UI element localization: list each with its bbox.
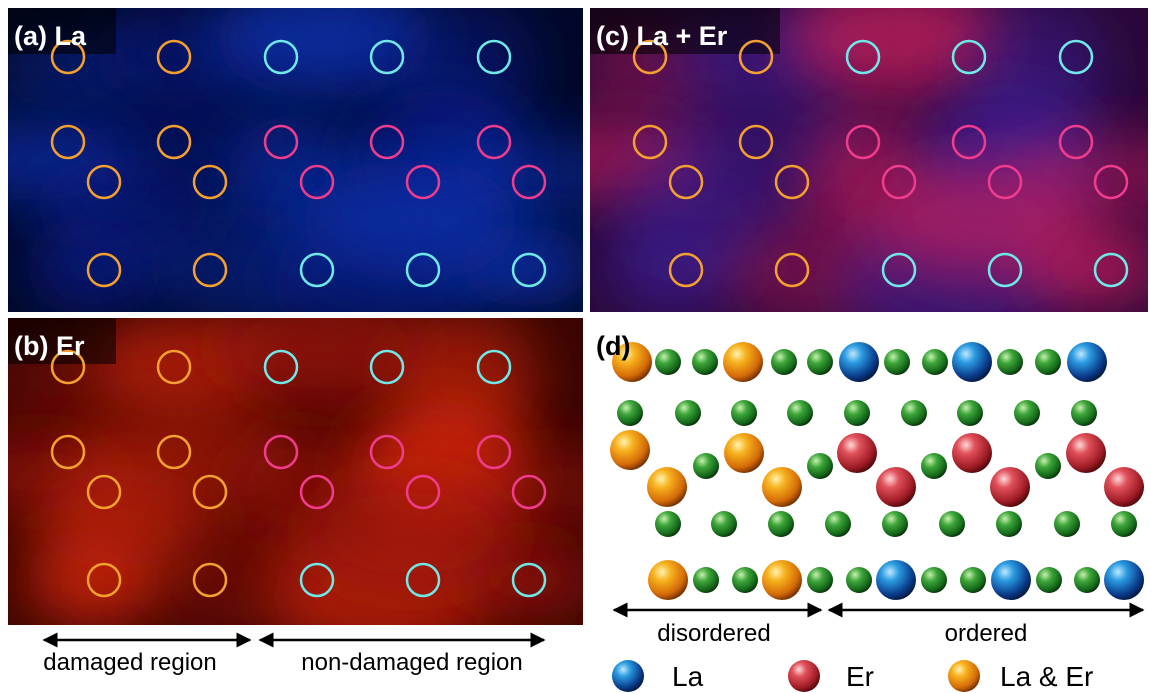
oxygen-sphere [787,400,813,426]
cation-sphere [839,342,879,382]
legend-label: Er [846,661,874,692]
legend-label: La & Er [1000,661,1093,692]
oxygen-sphere [882,511,908,537]
cation-sphere [762,560,802,600]
cation-sphere [990,467,1030,507]
panel-label: (b) Er [14,331,85,361]
oxygen-sphere [960,567,986,593]
oxygen-sphere [997,349,1023,375]
cation-sphere [876,467,916,507]
cation-sphere [724,433,764,473]
cation-sphere [1104,560,1144,600]
cation-sphere [1104,467,1144,507]
oxygen-sphere [957,400,983,426]
map [528,0,1151,352]
oxygen-sphere [825,511,851,537]
oxygen-sphere [655,511,681,537]
cation-sphere [762,467,802,507]
map-blob [33,468,213,568]
oxygen-sphere [693,453,719,479]
cation-sphere [1067,342,1107,382]
oxygen-sphere [921,453,947,479]
oxygen-sphere [807,349,833,375]
oxygen-sphere [901,400,927,426]
caption: non-damaged region [301,649,523,676]
oxygen-sphere [692,349,718,375]
oxygen-sphere [844,400,870,426]
oxygen-sphere [807,453,833,479]
oxygen-sphere [768,511,794,537]
oxygen-sphere [1054,511,1080,537]
oxygen-sphere [922,349,948,375]
panel-label: (c) La + Er [596,21,728,51]
cation-sphere [952,342,992,382]
oxygen-sphere [921,567,947,593]
cation-sphere [648,560,688,600]
maps [0,0,1151,664]
caption: disordered [657,620,770,647]
oxygen-sphere [655,349,681,375]
oxygen-sphere [1036,567,1062,593]
oxygen-sphere [1035,453,1061,479]
cation-sphere [723,342,763,382]
cation-sphere [952,433,992,473]
panel-label: (d) [596,331,630,361]
cation-sphere [610,430,650,470]
cation-sphere [647,467,687,507]
cation-sphere [1066,433,1106,473]
oxygen-sphere [731,400,757,426]
oxygen-sphere [884,349,910,375]
legend-sphere [612,660,644,692]
oxygen-sphere [1014,400,1040,426]
figure: (a) La (b) Er (c) La + Er (d) damaged re… [0,0,1151,693]
cation-sphere [876,560,916,600]
panel-label: (a) La [14,21,87,51]
legend-sphere [948,660,980,692]
map-blob [612,156,792,256]
oxygen-sphere [939,511,965,537]
oxygen-sphere [1074,567,1100,593]
oxygen-sphere [771,349,797,375]
caption: ordered [945,620,1028,647]
legend-label: La [672,661,704,692]
oxygen-sphere [1071,400,1097,426]
oxygen-sphere [693,567,719,593]
oxygen-sphere [675,400,701,426]
map-blob [871,161,1091,281]
oxygen-sphere [1111,511,1137,537]
oxygen-sphere [1035,349,1061,375]
cation-sphere [991,560,1031,600]
cation-sphere [837,433,877,473]
oxygen-sphere [617,400,643,426]
oxygen-sphere [996,511,1022,537]
legend-sphere [788,660,820,692]
oxygen-sphere [711,511,737,537]
map-blob [33,156,213,256]
oxygen-sphere [807,567,833,593]
oxygen-sphere [732,567,758,593]
oxygen-sphere [846,567,872,593]
caption: damaged region [43,649,216,676]
